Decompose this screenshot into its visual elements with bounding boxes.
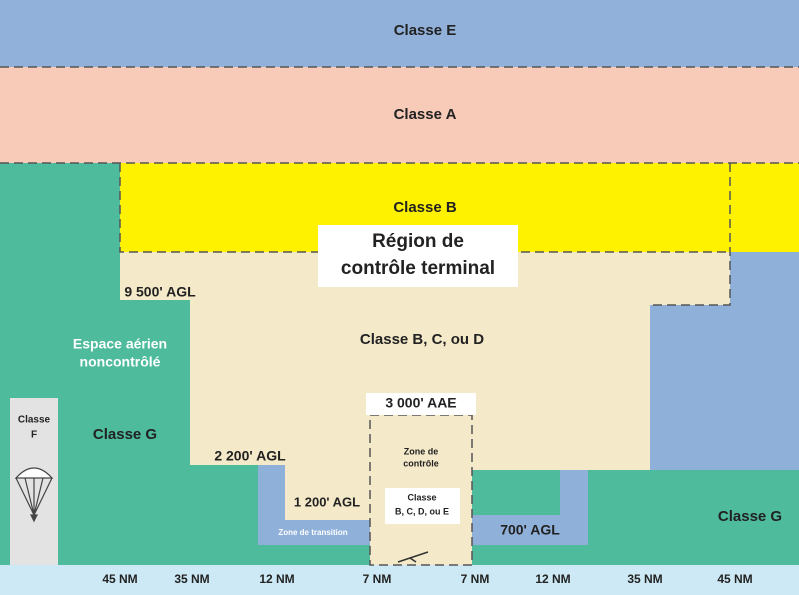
distance-label: 45 NM [102,572,137,586]
altitude: 9 500' AGL [124,284,196,300]
altitude: 700' AGL [500,522,560,538]
distance-label: 7 NM [461,572,490,586]
label: Classe B, C, ou D [360,331,484,348]
label-box [366,393,476,415]
label: Zone de transition [278,528,347,537]
label: Région de [372,231,464,252]
distance-label: 12 NM [535,572,570,586]
label: Classe [18,415,51,426]
boundary [650,163,731,306]
label: noncontrôlé [80,354,161,370]
label: Espace aérien [73,336,167,352]
distance-label: 45 NM [717,572,752,586]
label: contrôle terminal [341,258,495,279]
label-box [385,488,460,524]
distance-label: 35 NM [174,572,209,586]
transition-zone-right [472,470,588,545]
label: Classe [407,492,436,502]
class-a-band [0,67,799,163]
altitude: 1 200' AGL [294,494,360,509]
altitude: 2 200' AGL [214,448,286,464]
label: contrôle [403,458,439,468]
distance-scale: 45 NM 35 NM 12 NM 7 NM 7 NM 12 NM 35 NM 45 NM [102,572,752,586]
runway-icon [397,551,429,563]
label: Classe E [394,22,457,39]
label: Classe G [718,508,782,525]
parachute-icon [14,467,54,523]
label: Classe G [93,426,157,443]
class-e-band [0,0,799,67]
label: F [31,430,37,441]
distance-label: 7 NM [363,572,392,586]
label: Classe B [393,199,457,216]
boundary [119,163,730,253]
distance-label: 35 NM [627,572,662,586]
distance-band [0,565,799,595]
distance-label: 12 NM [259,572,294,586]
label: Zone de [404,446,439,456]
altitude: 3 000' AAE [385,395,456,411]
label: B, C, D, ou E [395,506,449,516]
label-box [318,225,518,287]
transition-zone [258,465,370,545]
label: Classe A [394,106,457,123]
